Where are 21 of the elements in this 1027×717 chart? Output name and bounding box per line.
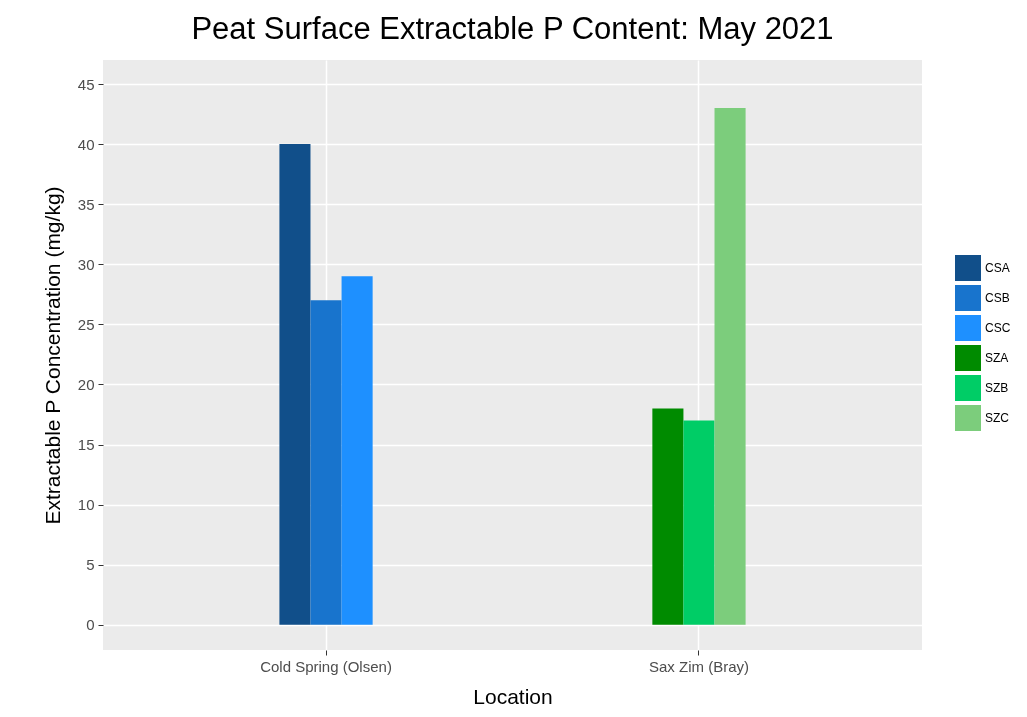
legend-label: CSC	[985, 321, 1011, 335]
y-tick-label: 10	[77, 496, 95, 514]
y-tick-label: 40	[77, 135, 95, 153]
x-tick-label: Cold Spring (Olsen)	[260, 657, 392, 675]
y-tick-label: 25	[77, 315, 95, 333]
chart-title: Peat Surface Extractable P Content: May 2021	[191, 11, 834, 46]
x-tick-label: Sax Zim (Bray)	[648, 657, 749, 675]
legend-label: SZC	[985, 411, 1010, 425]
y-tick-label: 30	[77, 255, 95, 273]
y-tick-label: 45	[77, 75, 95, 93]
y-tick-label: 35	[77, 195, 95, 213]
y-tick-label: 5	[86, 556, 95, 574]
legend-label: CSA	[985, 261, 1010, 275]
y-tick-label: 20	[77, 375, 95, 393]
legend-label: SZA	[985, 351, 1009, 365]
y-tick-label: 15	[77, 436, 95, 454]
y-tick-label: 0	[86, 616, 95, 634]
legend-label: SZB	[985, 381, 1009, 395]
y-axis-title: Extractable P Concentration (mg/kg)	[40, 186, 64, 525]
legend-label: CSB	[985, 291, 1010, 305]
x-axis-title: Location	[473, 684, 553, 708]
